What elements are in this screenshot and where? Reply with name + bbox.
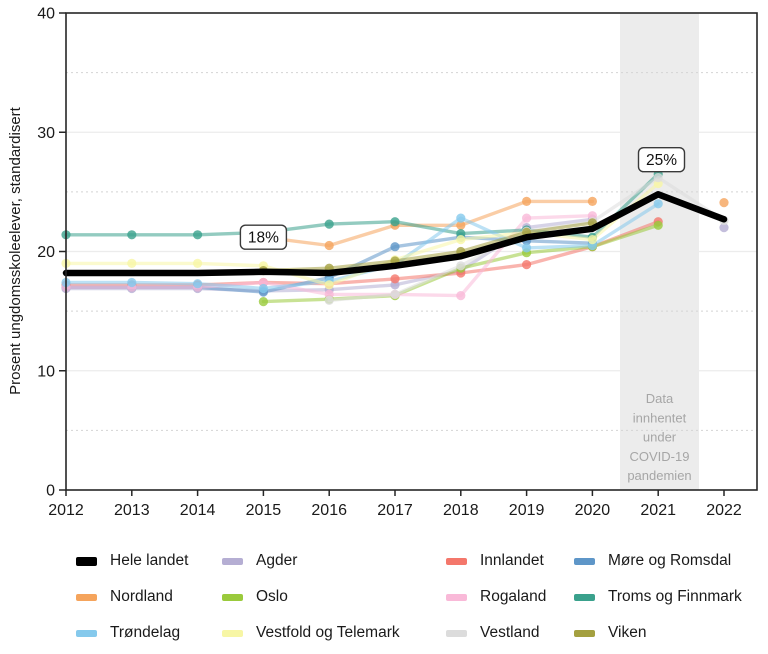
legend-swatch-innlandet (446, 557, 467, 565)
legend-label: Troms og Finnmark (608, 588, 742, 605)
x-tick-label: 2019 (509, 502, 545, 519)
y-tick-label: 30 (37, 125, 55, 142)
legend-swatch-vestfold-og-telemark (222, 629, 243, 637)
legend-label: Vestfold og Telemark (256, 624, 400, 641)
legend-swatch-rogaland (446, 593, 467, 601)
legend-label: Innlandet (480, 552, 544, 569)
x-tick-label: 2021 (640, 502, 676, 519)
covid-band-label: COVID-19 (630, 449, 690, 464)
series-line-viken (261, 221, 595, 273)
series-line-innlandet (64, 220, 660, 287)
series-line-hele-landet (62, 191, 728, 277)
y-axis: 0 10 20 30 40 (37, 6, 66, 500)
y-tick-label: 10 (37, 363, 55, 380)
x-tick-label: 2014 (180, 502, 216, 519)
y-tick-label: 40 (37, 6, 55, 23)
annotation-25pct: 25% (637, 146, 686, 173)
legend-item-oslo: Oslo (222, 586, 446, 608)
legend-label: Møre og Romsdal (608, 552, 732, 569)
legend-swatch-m-re-og-romsdal (574, 557, 595, 565)
covid-band-label: pandemien (627, 468, 691, 483)
legend-item-troms-og-finnmark: Troms og Finnmark (574, 586, 742, 608)
legend-item-vestland: Vestland (446, 622, 574, 644)
series-line-nordland (261, 199, 595, 248)
x-tick-label: 2020 (575, 502, 611, 519)
legend-item-agder: Agder (222, 550, 446, 572)
x-tick-label: 2012 (48, 502, 84, 519)
x-tick-label: 2015 (246, 502, 282, 519)
x-tick-label: 2013 (114, 502, 150, 519)
legend-swatch-nordland (76, 593, 97, 601)
legend-item-rogaland: Rogaland (446, 586, 574, 608)
legend: Hele landet Agder Innlandet Møre og Romsdal… (76, 550, 742, 644)
legend-item-viken: Viken (574, 622, 742, 644)
legend-label: Trøndelag (110, 624, 181, 641)
legend-swatch-oslo (222, 593, 243, 601)
covid-band-label: under (643, 430, 677, 445)
legend-swatch-vestland (446, 629, 467, 637)
legend-label: Rogaland (480, 588, 547, 605)
legend-label: Viken (608, 624, 647, 641)
svg-text:25%: 25% (646, 152, 677, 169)
covid-band-label: innhentet (633, 410, 687, 425)
y-tick-label: 0 (46, 483, 55, 500)
legend-swatch-agder (222, 557, 243, 565)
x-tick-label: 2016 (311, 502, 347, 519)
legend-item-nordland: Nordland (76, 586, 222, 608)
legend-item-tr-ndelag: Trøndelag (76, 622, 222, 644)
x-tick-label: 2018 (443, 502, 479, 519)
legend-label: Agder (256, 552, 298, 569)
legend-item-m-re-og-romsdal: Møre og Romsdal (574, 550, 742, 572)
x-axis: 2012 2013 2014 2015 2016 2017 2018 2019 2020 2021… (48, 490, 742, 519)
annotation-18pct: 18% (239, 224, 288, 250)
svg-text:18%: 18% (248, 230, 279, 247)
legend-swatch-viken (574, 629, 595, 637)
legend-swatch-tr-ndelag (76, 629, 97, 637)
line-chart: Prosent ungdomsskoleelever, standardiser… (7, 6, 758, 519)
legend-label: Hele landet (110, 552, 189, 569)
y-axis-title: Prosent ungdomsskoleelever, standardiser… (7, 106, 24, 394)
legend-swatch-hele-landet (76, 556, 97, 566)
legend-swatch-troms-og-finnmark (574, 593, 595, 601)
legend-label: Oslo (256, 588, 288, 605)
y-tick-label: 20 (37, 244, 55, 261)
covid-band-label: Data (646, 391, 674, 406)
legend-label: Vestland (480, 624, 540, 641)
legend-item-hele-landet: Hele landet (76, 550, 222, 572)
x-tick-label: 2022 (706, 502, 742, 519)
legend-item-vestfold-og-telemark: Vestfold og Telemark (222, 622, 446, 644)
legend-item-innlandet: Innlandet (446, 550, 574, 572)
x-tick-label: 2017 (377, 502, 413, 519)
legend-label: Nordland (110, 588, 173, 605)
